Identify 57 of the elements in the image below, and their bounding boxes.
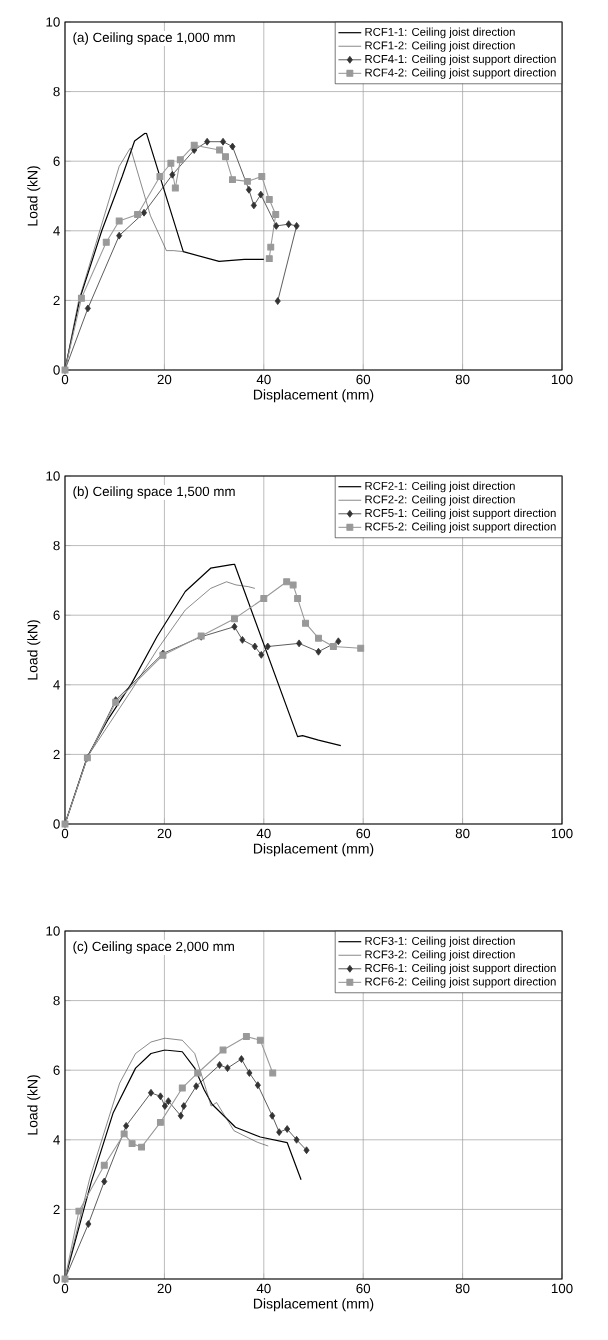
x-tick-label: 0 [61,1283,69,1294]
y-tick-label: 6 [53,1065,60,1075]
text: (b) Ceiling space 1,500 mm [73,486,235,499]
y-tick-label: 8 [53,86,60,97]
legend-label: RCF1-2: Ceiling joist direction [365,41,515,52]
legend-label: RCF4-2: Ceiling joist support direction [365,68,556,79]
y-axis-title: Load (kN) [27,1075,41,1135]
legend-label: RCF2-1: Ceiling joist direction [365,481,515,493]
x-tick-label: 60 [356,374,371,385]
legend-label: RCF1-1: Ceiling joist direction [365,27,515,39]
x-axis-title: Displacement (mm) [253,843,374,857]
x-tick-label: 80 [455,374,470,385]
x-axis-title: Displacement (mm) [253,1298,374,1312]
x-tick-label: 0 [61,828,69,839]
y-tick-label: 2 [53,295,60,306]
y-tick-label: 2 [53,1204,60,1215]
legend-label: RCF6-1: Ceiling joist support direction [365,963,556,975]
legend-label: RCF6-2: Ceiling joist support direction [365,977,556,988]
y-tick-label: 10 [46,17,60,27]
x-tick-label: 20 [157,374,172,385]
y-tick-label: 10 [46,471,60,481]
y-tick-label: 0 [53,819,60,829]
y-tick-label: 6 [53,610,60,620]
legend-label: RCF3-1: Ceiling joist direction [365,936,515,948]
y-tick-label: 6 [53,156,60,166]
x-tick-label: 80 [455,828,470,839]
legend-label: RCF3-2: Ceiling joist direction [365,950,515,961]
x-tick-label: 0 [61,374,69,385]
legend-label: RCF4-1: Ceiling joist support direction [365,54,556,66]
text: (c) Ceiling space 2,000 mm [73,941,234,954]
x-tick-label: 100 [551,828,573,839]
legend-label: RCF5-2: Ceiling joist support direction [365,522,556,533]
x-tick-label: 20 [157,828,172,839]
y-axis-title: Load (kN) [27,166,41,226]
x-tick-label: 40 [256,374,271,385]
y-tick-label: 0 [53,1274,60,1284]
x-tick-label: 100 [551,1283,573,1294]
x-tick-label: 60 [356,1283,371,1294]
x-tick-label: 20 [157,1283,172,1294]
y-tick-label: 8 [53,540,60,551]
y-tick-label: 4 [53,1135,60,1145]
y-tick-label: 4 [53,680,60,690]
x-axis-title: Displacement (mm) [253,389,374,403]
y-axis-title: Load (kN) [27,620,41,680]
legend-label: RCF2-2: Ceiling joist direction [365,495,515,506]
x-tick-label: 40 [256,828,271,839]
x-tick-label: 100 [551,374,573,385]
y-tick-label: 4 [53,226,60,236]
x-tick-label: 80 [455,1283,470,1294]
y-tick-label: 10 [46,926,60,936]
x-tick-label: 40 [256,1283,271,1294]
x-tick-label: 60 [356,828,371,839]
y-tick-label: 0 [53,365,60,375]
y-tick-label: 8 [53,995,60,1006]
y-tick-label: 2 [53,749,60,760]
legend-label: RCF5-1: Ceiling joist support direction [365,508,556,520]
text: (a) Ceiling space 1,000 mm [73,32,235,45]
